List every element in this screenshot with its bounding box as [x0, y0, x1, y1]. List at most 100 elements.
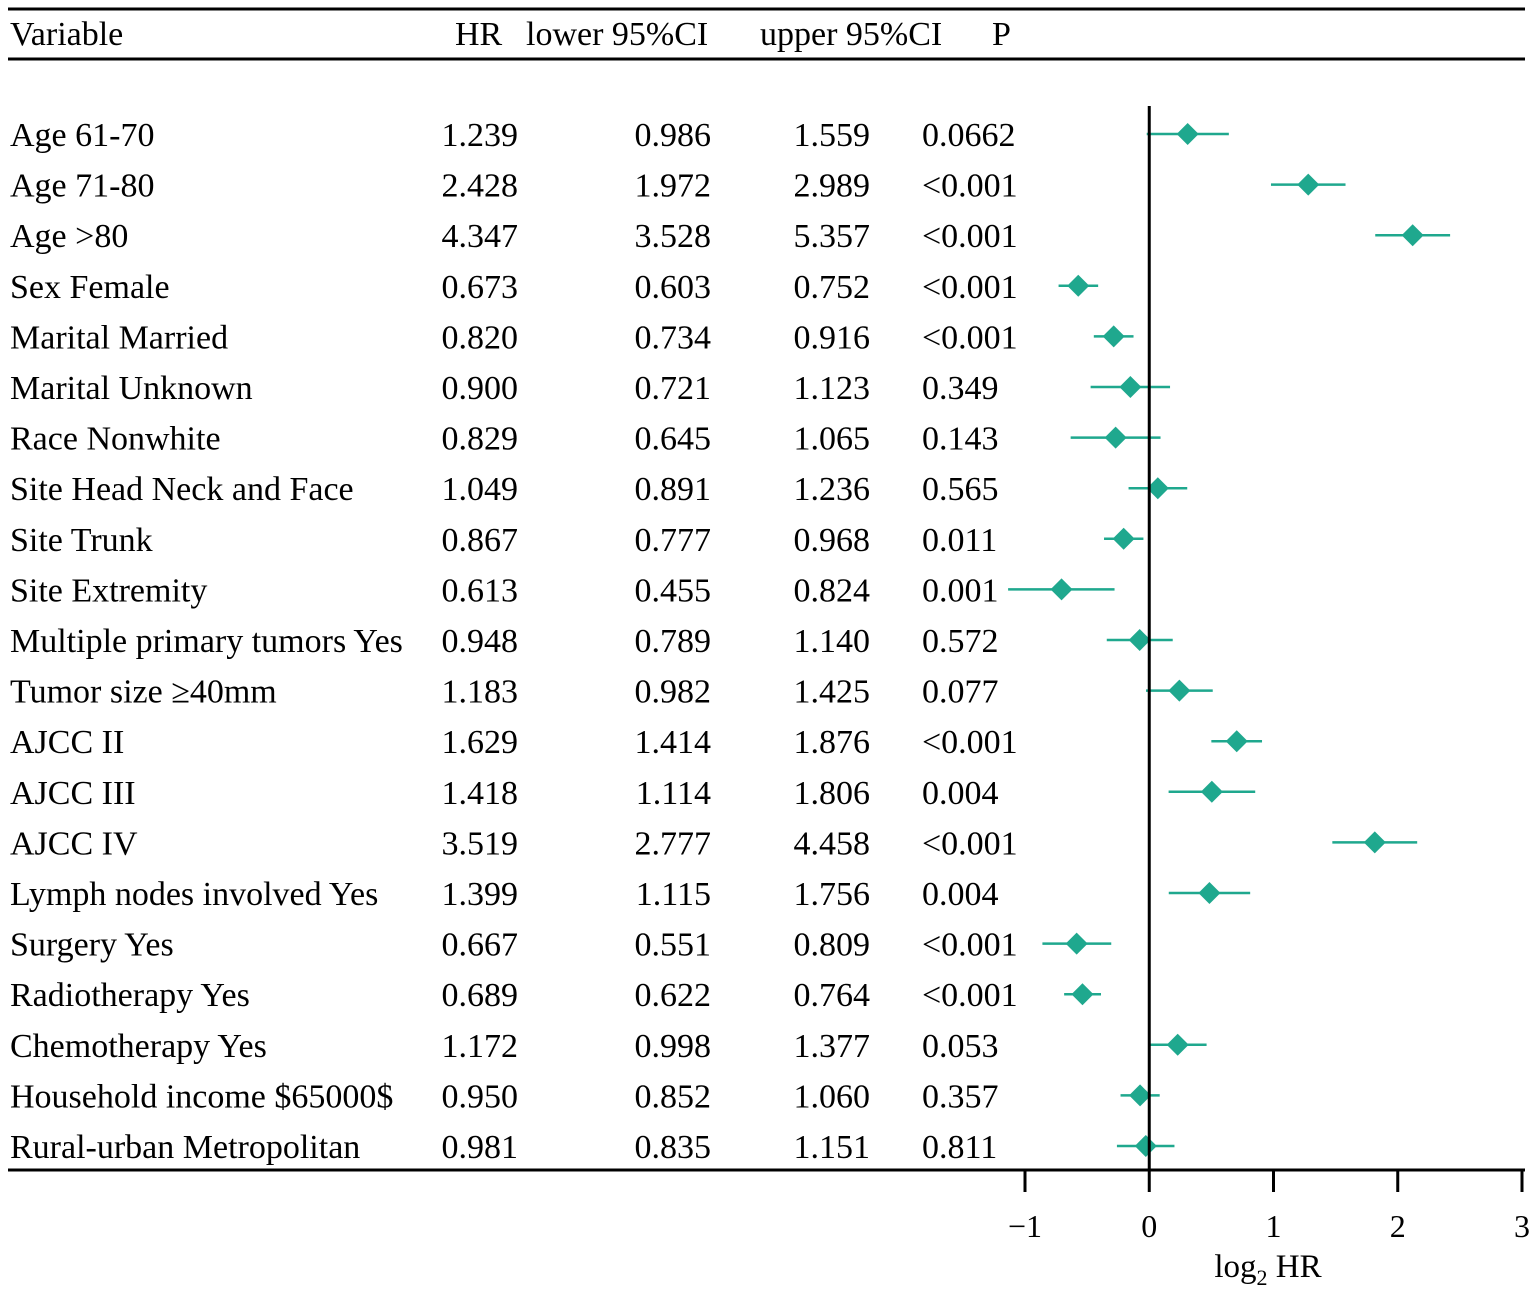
row-hr: 0.981 — [442, 1129, 519, 1166]
hr-point — [1102, 325, 1125, 348]
row-variable: AJCC III — [10, 775, 136, 812]
row-p-value: <0.001 — [922, 168, 1018, 205]
row-variable: Marital Unknown — [10, 370, 253, 407]
hr-point — [1050, 578, 1073, 601]
hr-point — [1176, 123, 1199, 145]
row-variable: Site Extremity — [10, 572, 207, 609]
header-upper-ci: upper 95%CI — [760, 16, 942, 53]
row-p-value: 0.077 — [922, 674, 999, 711]
hr-point — [1134, 1135, 1157, 1157]
row-p-value: 0.001 — [922, 572, 999, 609]
row-upper-ci: 5.357 — [794, 218, 871, 255]
row-variable: Race Nonwhite — [10, 421, 221, 458]
row-hr: 1.629 — [442, 724, 519, 761]
row-variable: AJCC IV — [10, 825, 138, 862]
hr-point — [1067, 274, 1090, 297]
row-hr: 3.519 — [442, 825, 519, 862]
row-variable: Age 61-70 — [10, 117, 154, 154]
row-p-value: 0.811 — [922, 1129, 997, 1166]
row-p-value: <0.001 — [922, 927, 1018, 964]
hr-point — [1128, 629, 1151, 651]
row-p-value: 0.004 — [922, 775, 999, 812]
x-axis-title-sub: 2 — [1257, 1265, 1268, 1290]
row-lower-ci: 0.622 — [635, 977, 712, 1014]
row-hr: 0.667 — [442, 927, 519, 964]
row-upper-ci: 1.151 — [794, 1129, 871, 1166]
row-variable: Lymph nodes involved Yes — [10, 876, 378, 913]
x-axis-title-rest: HR — [1268, 1249, 1322, 1285]
header-lower-ci: lower 95%CI — [526, 16, 708, 53]
row-p-value: 0.349 — [922, 370, 999, 407]
row-p-value: 0.053 — [922, 1028, 999, 1065]
row-upper-ci: 0.968 — [794, 522, 871, 559]
x-axis-title-base: log — [1214, 1249, 1256, 1285]
row-lower-ci: 0.891 — [635, 471, 712, 508]
row-upper-ci: 1.236 — [794, 471, 871, 508]
row-lower-ci: 0.551 — [635, 927, 712, 964]
row-p-value: 0.357 — [922, 1078, 999, 1115]
row-variable: Tumor size ≥40mm — [10, 674, 277, 711]
hr-point — [1065, 932, 1088, 955]
x-tick-label: 0 — [1141, 1208, 1157, 1244]
row-lower-ci: 3.528 — [635, 218, 712, 255]
header-variable: Variable — [10, 16, 123, 53]
row-hr: 0.613 — [442, 572, 519, 609]
row-p-value: <0.001 — [922, 977, 1018, 1014]
hr-point — [1168, 679, 1191, 702]
row-lower-ci: 0.645 — [635, 421, 712, 458]
row-upper-ci: 1.425 — [794, 674, 871, 711]
row-lower-ci: 0.789 — [635, 623, 712, 660]
row-upper-ci: 1.140 — [794, 623, 871, 660]
row-upper-ci: 4.458 — [794, 825, 871, 862]
row-upper-ci: 1.377 — [794, 1028, 871, 1065]
row-lower-ci: 2.777 — [635, 825, 712, 862]
row-variable: Age 71-80 — [10, 168, 154, 205]
hr-point — [1401, 224, 1424, 247]
x-axis-title: log2 HR — [1214, 1249, 1321, 1290]
row-upper-ci: 0.764 — [794, 977, 871, 1014]
row-lower-ci: 0.835 — [635, 1129, 712, 1166]
hr-point — [1104, 426, 1127, 449]
hr-point — [1198, 882, 1221, 904]
row-variable: Chemotherapy Yes — [10, 1028, 267, 1065]
row-upper-ci: 0.809 — [794, 927, 871, 964]
row-variable: AJCC II — [10, 724, 124, 761]
header-p: P — [992, 16, 1011, 53]
hr-point — [1071, 983, 1094, 1006]
row-p-value: <0.001 — [922, 218, 1018, 255]
x-tick-label: 2 — [1390, 1208, 1406, 1244]
hr-point — [1297, 173, 1320, 196]
row-lower-ci: 0.603 — [635, 269, 712, 306]
row-upper-ci: 0.752 — [794, 269, 871, 306]
row-variable: Household income $65000$ — [10, 1078, 393, 1115]
row-hr: 0.900 — [442, 370, 519, 407]
row-variable: Sex Female — [10, 269, 170, 306]
row-lower-ci: 0.982 — [635, 674, 712, 711]
row-lower-ci: 0.852 — [635, 1078, 712, 1115]
row-p-value: 0.143 — [922, 421, 999, 458]
row-variable: Site Trunk — [10, 522, 153, 559]
x-tick-label: −1 — [1008, 1208, 1042, 1244]
row-upper-ci: 0.916 — [794, 319, 871, 356]
row-upper-ci: 1.876 — [794, 724, 871, 761]
row-upper-ci: 1.123 — [794, 370, 871, 407]
row-lower-ci: 0.455 — [635, 572, 712, 609]
row-hr: 0.950 — [442, 1078, 519, 1115]
x-tick-label: 3 — [1514, 1208, 1530, 1244]
row-upper-ci: 1.756 — [794, 876, 871, 913]
row-lower-ci: 1.115 — [636, 876, 711, 913]
row-lower-ci: 0.777 — [635, 522, 712, 559]
row-hr: 1.418 — [442, 775, 519, 812]
row-lower-ci: 0.986 — [635, 117, 712, 154]
hr-point — [1363, 831, 1386, 854]
row-p-value: <0.001 — [922, 269, 1018, 306]
hr-point — [1200, 780, 1223, 803]
row-hr: 2.428 — [442, 168, 519, 205]
row-variable: Site Head Neck and Face — [10, 471, 354, 508]
row-hr: 1.239 — [442, 117, 519, 154]
row-upper-ci: 1.559 — [794, 117, 871, 154]
row-variable: Multiple primary tumors Yes — [10, 623, 403, 660]
row-p-value: 0.565 — [922, 471, 999, 508]
plot-marks — [1008, 123, 1451, 1157]
